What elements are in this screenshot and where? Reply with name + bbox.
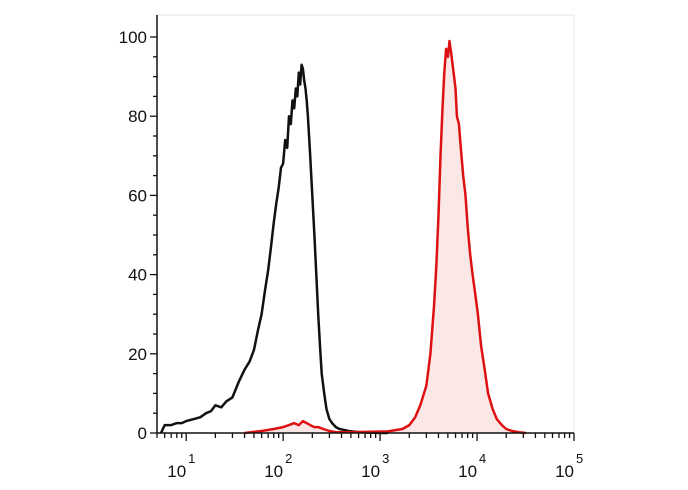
x-tick-label: 10	[361, 462, 380, 481]
x-tick-exponent: 4	[479, 451, 486, 466]
x-tick-label: 10	[555, 462, 574, 481]
y-tick-label: 60	[128, 186, 147, 205]
x-tick-label: 10	[167, 462, 186, 481]
series-1-line	[244, 39, 527, 435]
y-axis-ticks: 0 20 40 60 80 100	[119, 28, 157, 443]
y-tick-label: 20	[128, 345, 147, 364]
y-tick-label: 80	[128, 107, 147, 126]
y-tick-label: 0	[138, 424, 147, 443]
x-tick-label: 10	[458, 462, 477, 481]
x-tick-label: 10	[264, 462, 283, 481]
x-tick-exponent: 5	[576, 451, 583, 466]
y-tick-label: 40	[128, 266, 147, 285]
series-0-line	[159, 63, 388, 435]
series-layer	[159, 39, 527, 435]
x-tick-exponent: 3	[382, 451, 389, 466]
y-tick-label: 100	[119, 28, 147, 47]
x-tick-exponent: 1	[188, 451, 195, 466]
series-1-area	[244, 41, 526, 433]
plot-frame	[156, 14, 575, 434]
x-tick-exponent: 2	[285, 451, 292, 466]
